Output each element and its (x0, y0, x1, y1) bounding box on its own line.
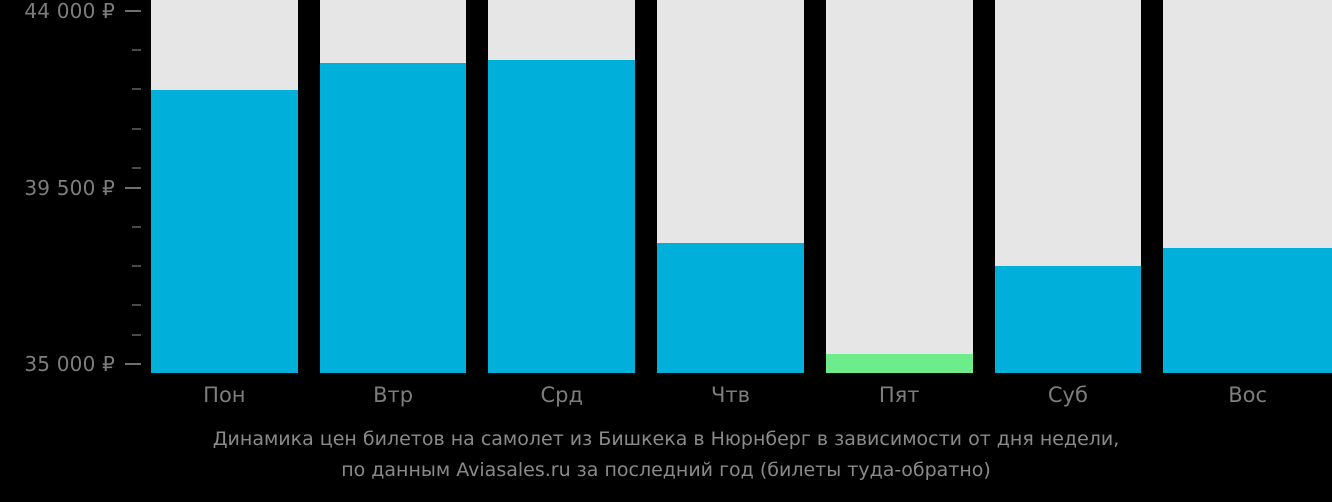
bar-value (319, 63, 467, 373)
y-axis-tick-minor (132, 225, 141, 228)
x-axis-label-вос: Вос (1228, 383, 1268, 407)
x-axis-label-пят: Пят (878, 383, 920, 407)
bar-column-чтв[interactable] (657, 0, 804, 373)
y-axis-label: 35 000 ₽ (24, 352, 115, 376)
plot-area (151, 0, 1332, 373)
bar-value (657, 243, 804, 373)
bar-track (825, 0, 973, 373)
bar-value (825, 354, 973, 373)
bar-value (994, 266, 1142, 373)
y-axis-tick-minor (132, 264, 141, 267)
y-axis-label: 39 500 ₽ (24, 175, 115, 200)
y-axis-tick-major (125, 10, 141, 12)
y-axis-tick-minor (132, 88, 141, 91)
x-axis-label-чтв: Чтв (710, 383, 750, 407)
bar-value (1163, 248, 1332, 373)
bar-column-пон[interactable] (151, 0, 298, 373)
bar-column-срд[interactable] (488, 0, 636, 373)
y-axis-tick-minor (132, 166, 141, 169)
x-axis-label-суб: Суб (1047, 383, 1088, 407)
x-axis-label-срд: Срд (540, 383, 584, 407)
chart-caption: Динамика цен билетов на самолет из Бишке… (0, 424, 1332, 486)
x-axis: Пон Втр Срд Чтв Пят Суб Вос (151, 373, 1332, 423)
y-axis-tick-major (125, 186, 141, 189)
y-axis-tick-minor (132, 49, 141, 52)
x-axis-label-втр: Втр (373, 383, 414, 407)
y-axis-tick-major (125, 363, 141, 365)
chart-caption-line-2: по данным Aviasales.ru за последний год … (341, 459, 991, 481)
y-axis-tick-minor (132, 333, 141, 336)
bar-column-втр[interactable] (319, 0, 467, 373)
y-axis-tick-minor (132, 127, 141, 130)
y-axis: 44 000 ₽ 39 500 ₽ 35 000 ₽ (0, 0, 151, 376)
y-axis-tick-minor (132, 304, 141, 307)
chart-caption-line-1: Динамика цен билетов на самолет из Бишке… (212, 428, 1120, 450)
y-axis-label: 44 000 ₽ (24, 0, 115, 23)
x-axis-label-пон: Пон (203, 383, 246, 407)
bar-value (488, 60, 636, 373)
bar-column-вос[interactable] (1163, 0, 1332, 373)
bar-value (151, 90, 298, 373)
bar-column-суб[interactable] (994, 0, 1142, 373)
bar-column-пят[interactable] (825, 0, 973, 373)
